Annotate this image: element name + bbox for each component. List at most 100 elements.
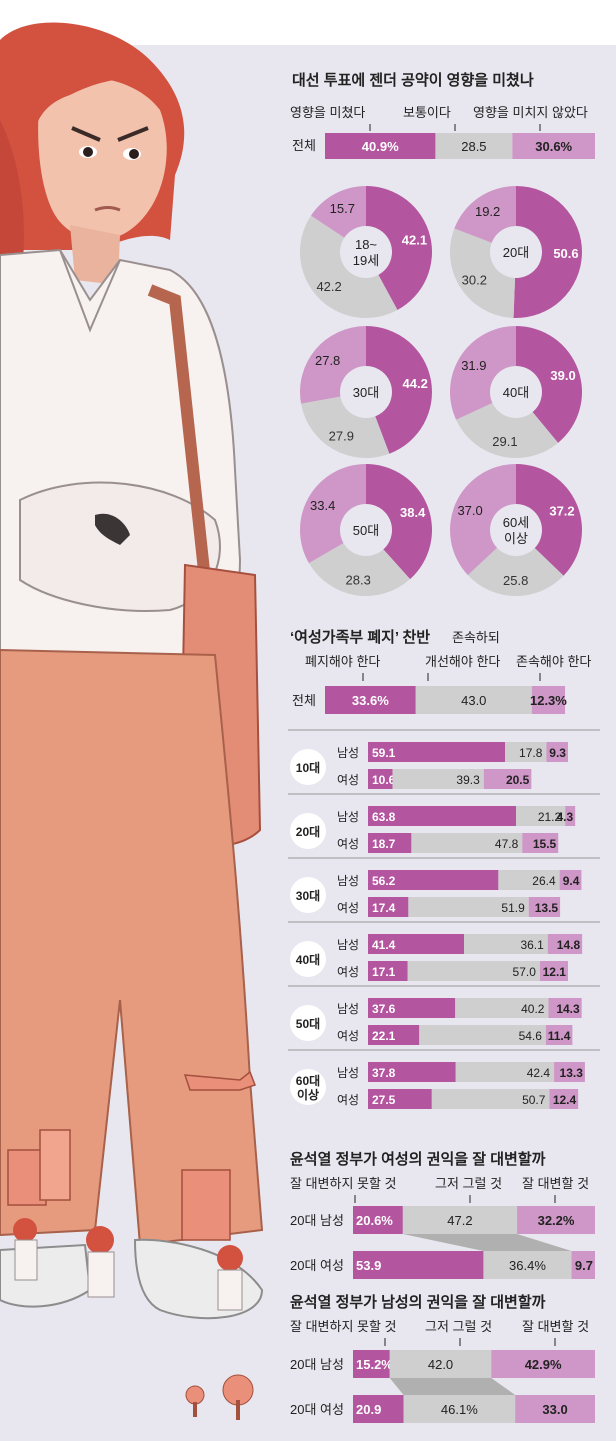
bar-segment xyxy=(368,897,409,917)
bar-value-label: 9.4 xyxy=(563,874,580,888)
bar-segment-not-influenced xyxy=(512,133,595,159)
bar-value-label: 14.8 xyxy=(557,938,581,952)
donut-slice xyxy=(366,186,433,311)
bar-segment xyxy=(516,806,566,826)
row-label: 20대 여성 xyxy=(290,1402,344,1417)
bar-segment xyxy=(419,1025,546,1045)
gender-label: 남성 xyxy=(337,938,359,952)
slice-value-label: 30.2 xyxy=(462,273,487,288)
bar-segment-abolish xyxy=(325,686,416,714)
age-label: 30대 xyxy=(296,889,320,903)
women-rights-bars: 20대 남성 20.6% 47.2 32.2% 20대 여성 53.9 36.4% 9.7 xyxy=(290,1206,595,1279)
donut-chart: 38.4 28.3 33.4 50대 xyxy=(300,464,433,596)
bar-value-label: 37.8 xyxy=(372,1066,396,1080)
bar-value-label: 12.4 xyxy=(553,1093,577,1107)
bar-segment xyxy=(539,961,568,981)
donut-hole xyxy=(340,226,392,278)
bar-segment xyxy=(353,1350,390,1378)
gender-label: 여성 xyxy=(337,1093,359,1107)
value-label: 43.0 xyxy=(461,693,486,708)
section2-title: ‘여성가족부 폐지’ 찬반 xyxy=(290,628,430,646)
gender-label: 남성 xyxy=(337,874,359,888)
bar-value-label: 63.8 xyxy=(372,810,396,824)
gender-label: 여성 xyxy=(337,1029,359,1043)
bar-value-label: 33.0 xyxy=(542,1402,567,1417)
age-label: 40대 xyxy=(296,953,320,967)
slice-value-label: 37.2 xyxy=(549,503,574,518)
connector-band xyxy=(389,1378,516,1395)
bar-value-label: 26.4 xyxy=(532,874,556,888)
donut-center-label: 이상 xyxy=(504,531,528,546)
bar-segment xyxy=(353,1206,403,1234)
bar-value-label: 22.1 xyxy=(372,1029,396,1043)
bar-value-label: 37.6 xyxy=(372,1002,396,1016)
slice-value-label: 31.9 xyxy=(461,358,486,373)
bar-segment xyxy=(522,833,559,853)
donut-center-label: 30대 xyxy=(353,385,379,400)
legend-represent: 잘 대변할 것 xyxy=(522,1319,589,1334)
slice-value-label: 27.8 xyxy=(315,353,340,368)
value-label: 33.6% xyxy=(352,693,389,708)
bar-value-label: 59.1 xyxy=(372,746,396,760)
age-badge xyxy=(290,877,326,913)
slice-value-label: 42.2 xyxy=(316,279,341,294)
bar-value-label: 10.6 xyxy=(372,773,396,787)
bar-value-label: 13.3 xyxy=(560,1066,584,1080)
slice-value-label: 37.0 xyxy=(457,503,482,518)
donut-chart: 42.1 42.2 15.7 18~19세 xyxy=(300,186,433,318)
bar-segment xyxy=(455,998,549,1018)
legend-not-represent: 잘 대변하지 못할 것 xyxy=(290,1319,397,1334)
donut-slice xyxy=(467,530,564,596)
bar-segment xyxy=(547,934,583,954)
donut-center-label: 19세 xyxy=(353,253,379,268)
bar-value-label: 51.9 xyxy=(501,901,525,915)
bar-segment xyxy=(455,1062,555,1082)
donut-hole xyxy=(340,504,392,556)
bar-segment xyxy=(408,897,529,917)
bar-value-label: 27.5 xyxy=(372,1093,396,1107)
bar-segment xyxy=(554,1062,585,1082)
section3-title: 윤석열 정부가 여성의 권익을 잘 대변할까 xyxy=(290,1150,546,1168)
bar-segment xyxy=(549,1089,579,1109)
donut-slice xyxy=(366,464,433,580)
bar-segment xyxy=(528,897,561,917)
age-group: 50대 남성 37.6 40.2 14.3 여성 22.1 54.6 11.4 xyxy=(288,985,600,1045)
bar-value-label: 15.5 xyxy=(533,837,557,851)
gender-label: 여성 xyxy=(337,901,359,915)
value-label: 40.9% xyxy=(362,139,399,154)
legend-keep-improve-1: 존속하되 xyxy=(452,630,500,645)
legend-abolish: 폐지해야 한다 xyxy=(305,654,380,669)
men-rights-bars: 20대 남성 15.2% 42.0 42.9% 20대 여성 20.9 46.1% 33.0 xyxy=(290,1350,595,1423)
bar-value-label: 15.2% xyxy=(356,1357,393,1372)
bar-segment-influenced xyxy=(325,133,436,159)
donut-center-label: 20대 xyxy=(503,245,529,260)
slice-value-label: 25.8 xyxy=(503,573,528,588)
bar-value-label: 20.9 xyxy=(356,1402,381,1417)
bar-value-label: 17.4 xyxy=(372,901,396,915)
gender-label: 여성 xyxy=(337,837,359,851)
bar-segment xyxy=(403,1395,516,1423)
bar-segment-keep-improve xyxy=(415,686,532,714)
donut-chart: 44.2 27.9 27.8 30대 xyxy=(300,326,432,458)
bar-segment xyxy=(368,833,412,853)
bar-segment xyxy=(559,870,582,890)
bar-segment-normal xyxy=(435,133,513,159)
bar-value-label: 13.5 xyxy=(535,901,559,915)
bar-segment xyxy=(565,806,576,826)
bar-segment xyxy=(571,1251,595,1279)
bar-value-label: 41.4 xyxy=(372,938,396,952)
age-label: 10대 xyxy=(296,761,320,775)
bar-segment xyxy=(491,1350,595,1378)
legend-normal: 보통이다 xyxy=(403,105,451,120)
bar-segment xyxy=(368,998,456,1018)
donut-center-label: 60세 xyxy=(503,515,529,530)
total-stacked-bar: 33.6% 43.0 12.3% xyxy=(325,686,567,714)
bar-value-label: 17.8 xyxy=(519,746,543,760)
bar-value-label: 50.7 xyxy=(522,1093,546,1107)
legend-keep: 존속해야 한다 xyxy=(516,654,591,669)
bar-segment xyxy=(505,742,547,762)
bar-segment xyxy=(368,806,517,826)
bar-segment xyxy=(368,742,506,762)
bar-segment xyxy=(353,1395,404,1423)
